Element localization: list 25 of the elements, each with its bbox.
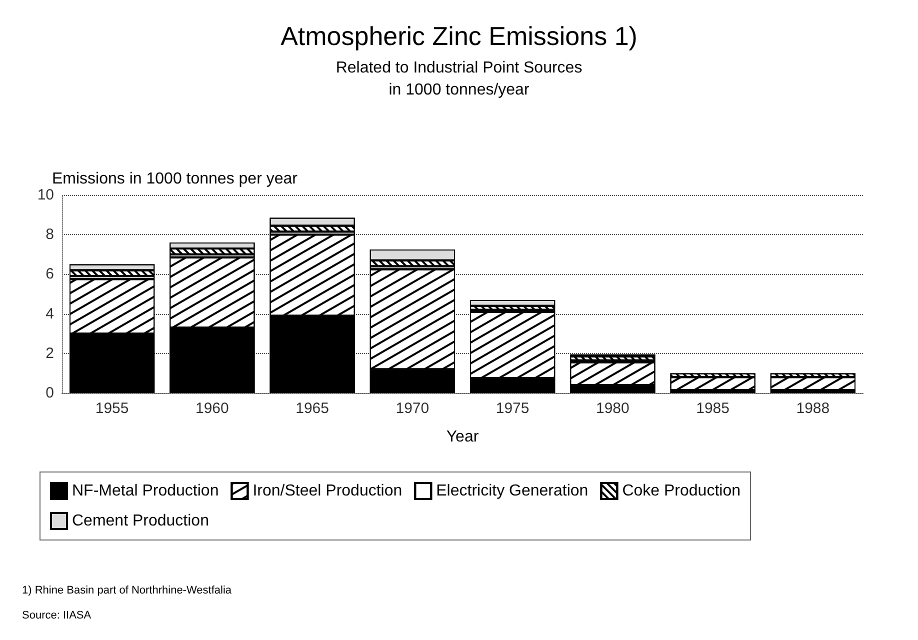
x-tick-label: 1965: [296, 400, 329, 417]
legend-label: Electricity Generation: [436, 482, 588, 500]
y-tick-label: 2: [46, 344, 54, 362]
y-tick-label: 0: [46, 384, 54, 402]
x-tick-label: 1955: [95, 400, 129, 417]
text: 1) Rhine Basin part of Northrhine-Westfalia: [22, 584, 232, 596]
source-note: Source: IIASA: [22, 610, 92, 622]
x-tick-label: 1985: [696, 400, 730, 417]
x-tick-label: 1988: [796, 400, 830, 417]
y-tick-label: 8: [46, 226, 54, 244]
x-tick-label: 1975: [496, 400, 530, 417]
x-tick-label: 1980: [596, 400, 630, 417]
legend-label: Coke Production: [622, 482, 740, 500]
legend-label: Cement Production: [72, 512, 209, 530]
legend-label: Iron/Steel Production: [252, 482, 402, 500]
y-tick-label: 10: [37, 186, 54, 204]
x-tick-label: 1960: [196, 400, 229, 417]
legend-label: NF-Metal Production: [72, 482, 219, 500]
chart-subtitle: Related to Industrial Point Sources in 1000 tonnes/year: [336, 60, 582, 98]
y-axis-title: Emissions in 1000 tonnes per year: [52, 170, 298, 188]
y-tick-label: 6: [46, 266, 54, 283]
x-axis-title: Year: [446, 428, 480, 446]
x-tick-label: 1970: [396, 400, 430, 417]
y-tick-label: 4: [46, 305, 54, 322]
chart-title: Atmospheric Zinc Emissions 1): [280, 21, 638, 51]
